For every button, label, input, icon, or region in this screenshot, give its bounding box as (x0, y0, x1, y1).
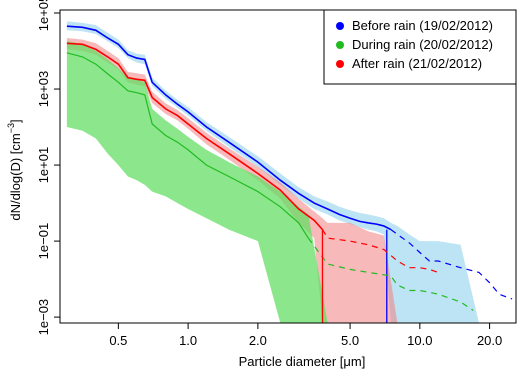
y-tick-label: 1e+03 (36, 71, 51, 108)
y-tick-label: 1e−03 (36, 299, 51, 336)
y-tick-label: 1e−01 (36, 223, 51, 260)
plot-area (66, 21, 513, 323)
y-tick-label: 1e+01 (36, 147, 51, 184)
line-series-1 (66, 52, 309, 239)
legend-marker (336, 22, 344, 30)
legend-marker (336, 41, 344, 49)
legend-label: Before rain (19/02/2012) (352, 18, 493, 33)
dashed-line-series-0 (390, 229, 513, 300)
dashed-line-series-1 (307, 237, 474, 311)
x-tick-label: 1.0 (179, 333, 197, 348)
x-tick-label: 10.0 (407, 333, 432, 348)
line-series-2 (66, 42, 324, 231)
x-tick-label: 5.0 (341, 333, 359, 348)
band-series-2 (66, 38, 439, 323)
band-series-0 (66, 21, 513, 323)
y-axis-title-main: dN/dlog(D) [cm (8, 133, 23, 220)
legend-label: After rain (21/02/2012) (352, 56, 482, 71)
legend-label: During rain (20/02/2012) (352, 37, 493, 52)
y-axis-title-end: ] (8, 119, 23, 123)
x-tick-label: 0.5 (109, 333, 127, 348)
y-axis-title: dN/dlog(D) [cm−3] (6, 119, 23, 220)
line-series-0 (66, 25, 392, 231)
x-tick-label: 20.0 (477, 333, 502, 348)
plot-frame (59, 9, 517, 324)
band-series-1 (66, 41, 474, 323)
y-axis-title-superscript: −3 (6, 123, 16, 133)
x-axis-title: Particle diameter [μm] (239, 354, 366, 369)
axes: 0.5 1.0 2.0 5.0 10.0 20.0 1e−03 1e−01 1e+01 1e+03… (36, 0, 517, 348)
legend-marker (336, 60, 344, 68)
y-tick-label: 1e+05 (36, 0, 51, 31)
dashed-line-series-2 (321, 229, 439, 273)
x-tick-label: 2.0 (249, 333, 267, 348)
legend: Before rain (19/02/2012) During rain (20/… (323, 9, 517, 85)
legend-box (323, 9, 517, 85)
